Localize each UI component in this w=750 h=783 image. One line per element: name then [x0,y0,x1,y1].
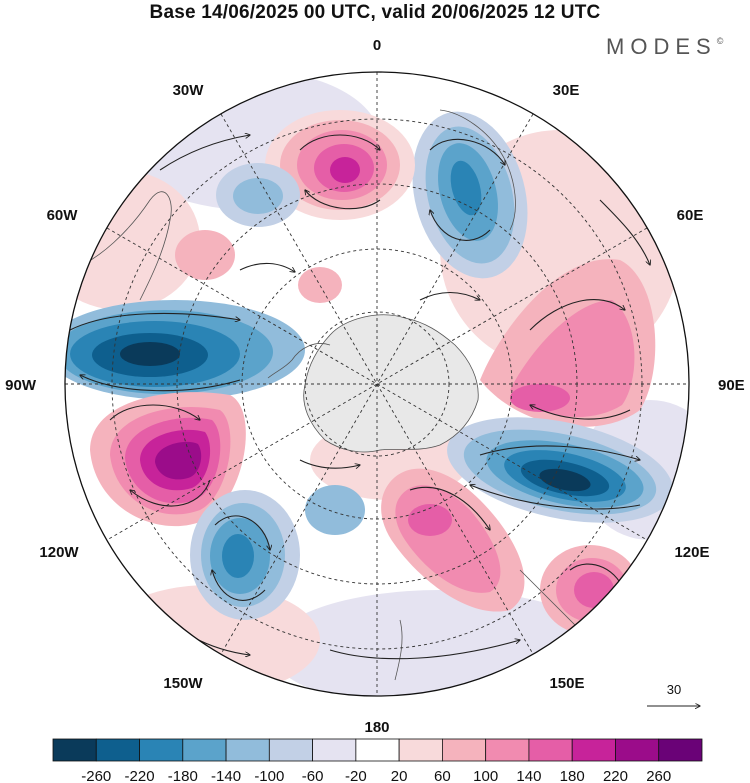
map-disc [65,72,689,696]
wind-streamline [159,135,250,171]
lon-label-0: 0 [373,37,381,54]
anomaly-high-indian-ocean [480,259,656,427]
wind-streamline [130,479,211,507]
colorbar-tick-label: -220 [125,768,155,783]
south-america-coast [69,191,172,301]
colorbar-swatch [441,738,487,762]
anomaly-low-amundsen [65,300,305,400]
colorbar-tick-label: 180 [560,768,585,783]
wind-streamline [329,640,520,660]
wind-streamline [109,404,200,420]
lon-label-150e: 150E [549,675,584,692]
anomaly-small-high-60w [175,230,235,280]
colorbar-swatch [139,738,184,762]
brand-text: MODES [606,34,717,59]
colorbar-swatch [312,738,357,762]
wind-streamline [299,459,360,468]
wind-streamline [409,486,490,530]
colorbar: -260 -220 -180 -140 -100 -60 -20 20 60 100 140 180 2… [52,738,703,783]
chart-title: Base 14/06/2025 00 UTC, valid 20/06/2025… [149,2,601,23]
colorbar-tick-label: 260 [646,768,671,783]
colorbar-swatch [398,738,443,762]
colorbar-swatch [355,738,400,762]
colorbar-tick-label: 20 [391,768,408,783]
wind-streamline [479,445,640,460]
colorbar-tick-label: -260 [81,768,111,783]
lon-label-120w: 120W [39,544,79,561]
colorbar-swatch [658,738,703,762]
wind-streamline [470,485,641,510]
colorbar-swatch [485,738,530,762]
lon-label-30w: 30W [173,82,205,99]
lon-label-180: 180 [364,719,389,736]
colorbar-tick-label: 60 [434,768,451,783]
wind-streamline [429,138,505,165]
colorbar-swatch [268,738,314,762]
anomaly-small-low-160w [305,485,365,535]
wind-streamline [305,190,381,210]
wind-streamline [80,375,241,392]
new-zealand-coast [394,619,403,681]
wind-streamline [529,299,625,331]
colorbar-tick-label: 140 [516,768,541,783]
lon-label-30e: 30E [553,82,580,99]
longitude-labels: 0 30E 60E 90E 120E 150E 180 150W 120W 90… [5,37,745,736]
colorbar-swatch [615,738,660,762]
colorbar-swatch [225,738,270,762]
colorbar-swatch [182,738,227,762]
colorbar-tick-label: -100 [254,768,284,783]
modes-logo: MODES© [606,34,723,60]
lon-label-150w: 150W [163,675,203,692]
wind-streamline [214,515,270,550]
reference-vector: 30 [647,682,700,706]
wind-streamline [299,134,380,150]
wind-streamline [599,199,650,265]
wind-vectors [69,134,650,660]
map-border [64,71,690,697]
wind-streamline [239,262,295,272]
anomaly-low-atlantic-west [216,163,300,227]
colorbar-tick-label: 220 [603,768,628,783]
lon-label-90w: 90W [5,377,37,394]
colorbar-swatch [528,738,573,762]
colorbar-swatch [95,738,140,762]
colorbar-tick-label: -140 [211,768,241,783]
brand-mark: © [716,36,724,46]
anomaly-small-high-weddell [298,267,342,303]
wind-streamline [212,570,266,601]
lon-label-60e: 60E [677,207,704,224]
lon-label-120e: 120E [674,544,709,561]
reference-vector-label: 30 [667,682,681,697]
anomaly-low-south-africa [412,111,528,279]
wind-streamline [530,405,631,420]
lon-label-90e: 90E [718,377,745,394]
colorbar-tick-label: -20 [345,768,367,783]
graticule [65,72,689,696]
wind-streamline [69,312,240,331]
wind-streamline [419,292,480,301]
colorbar-tick-label: -180 [168,768,198,783]
colorbar-swatch [571,738,616,762]
colorbar-tick-label: -60 [302,768,324,783]
lon-label-60w: 60W [47,207,79,224]
colorbar-swatch [52,738,97,762]
wind-streamline [430,210,491,241]
colorbar-tick-label: 100 [473,768,498,783]
